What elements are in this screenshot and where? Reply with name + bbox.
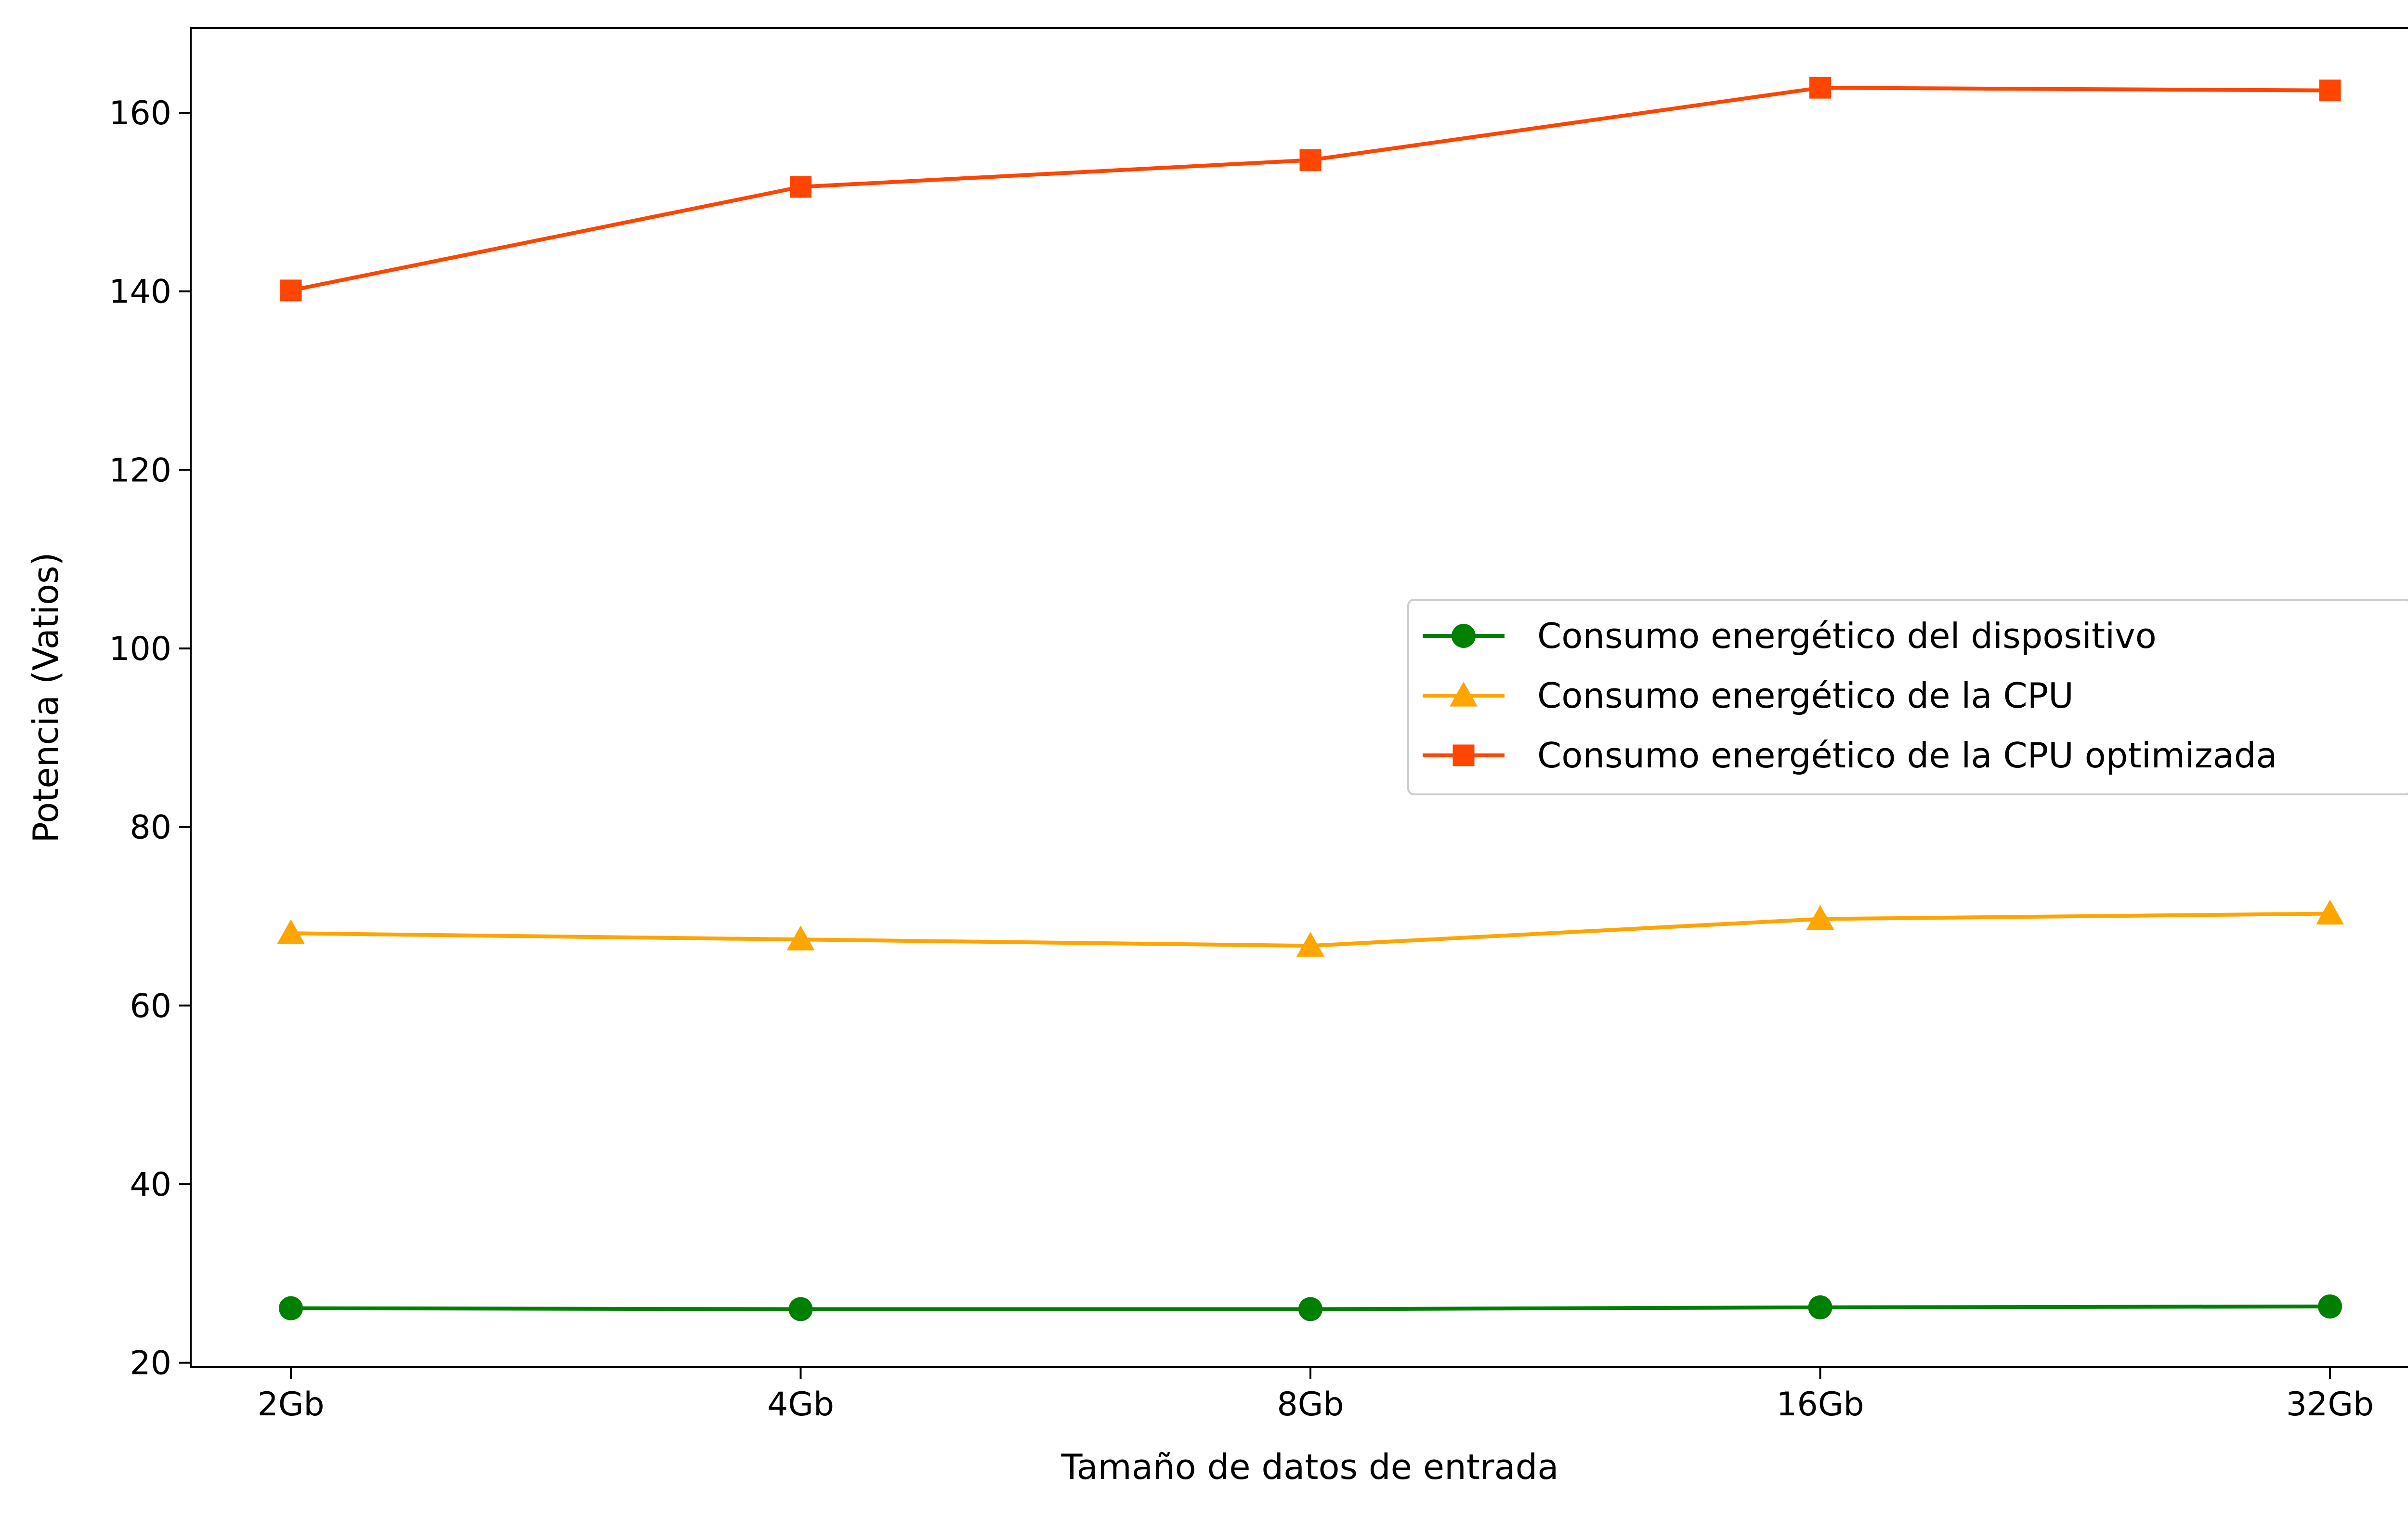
x-tick-label: 16Gb (1776, 1385, 1864, 1424)
y-tick-label: 120 (109, 451, 171, 489)
series-2 (277, 899, 2344, 957)
data-point (1298, 1297, 1322, 1321)
data-point (1299, 149, 1322, 171)
y-axis-label: Potencia (Vatios) (26, 552, 66, 843)
y-tick-label: 20 (130, 1345, 171, 1383)
data-point (788, 1297, 813, 1321)
data-point (277, 919, 305, 944)
data-point (2316, 899, 2344, 925)
y-tick-label: 80 (130, 809, 171, 847)
y-tick-label: 160 (109, 94, 171, 132)
x-tick-label: 8Gb (1277, 1385, 1344, 1424)
data-point (790, 176, 811, 198)
legend-label: Consumo energético de la CPU optimizada (1537, 735, 2277, 776)
y-tick-label: 140 (109, 273, 171, 311)
data-point (280, 279, 302, 302)
y-tick-label: 40 (130, 1166, 171, 1204)
data-point (1296, 932, 1324, 957)
x-tick-label: 2Gb (257, 1385, 324, 1424)
x-axis-label: Tamaño de datos de entrada (1061, 1447, 1559, 1487)
data-point (1806, 905, 1834, 930)
x-tick-label: 4Gb (767, 1385, 834, 1424)
plot-marks (277, 77, 2344, 1321)
legend-box (1407, 599, 2408, 795)
data-point (1809, 77, 1831, 99)
data-point (1808, 1295, 1832, 1319)
y-tick-label: 100 (109, 630, 171, 668)
data-point (2318, 1294, 2342, 1319)
y-tick-label: 60 (130, 987, 171, 1025)
data-point (786, 925, 815, 950)
legend-marker (1450, 682, 1478, 707)
plot-frame (190, 27, 2408, 1368)
legend-marker (1453, 744, 1475, 766)
data-point (2319, 79, 2341, 102)
series-1 (279, 1294, 2342, 1321)
legend-label: Consumo energético de la CPU (1537, 675, 2074, 716)
legend: Consumo energético del dispositivo Consum… (1407, 599, 2408, 795)
axis-ticks: 20 40 60 80 100 120 140 160 2Gb 4Gb 8Gb 16Gb 32Gb (109, 94, 2374, 1424)
data-point (279, 1296, 303, 1320)
x-tick-label: 32Gb (2286, 1385, 2374, 1424)
legend-label: Consumo energético del dispositivo (1537, 616, 2157, 656)
series-3 (280, 77, 2341, 302)
legend-marker (1452, 624, 1476, 648)
